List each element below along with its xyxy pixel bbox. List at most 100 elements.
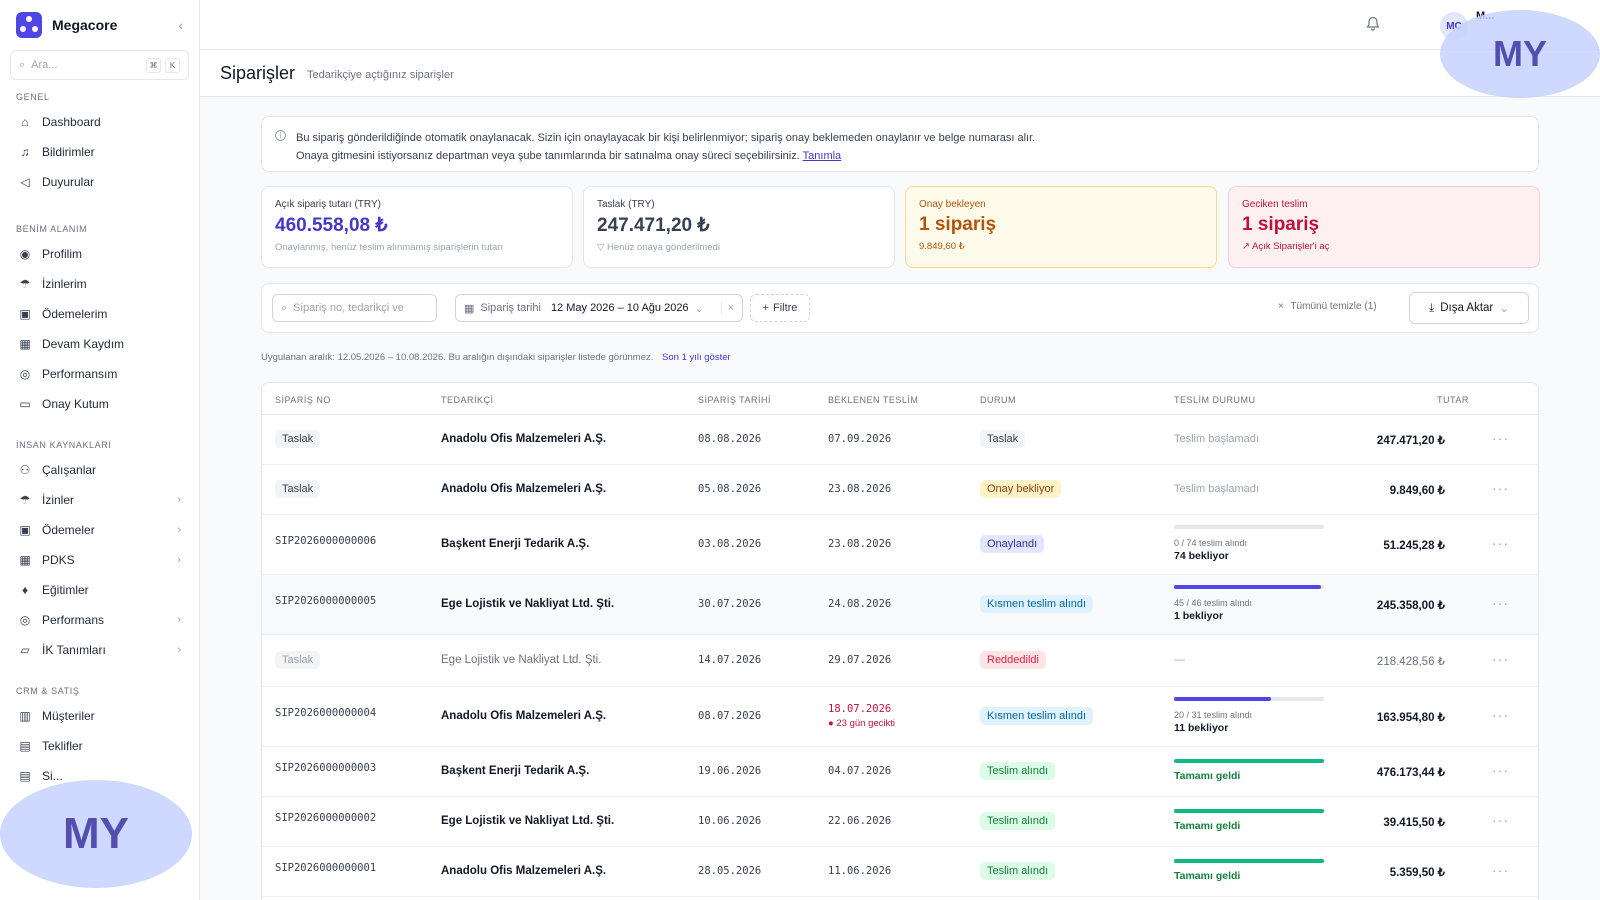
progress-bar: [1174, 697, 1324, 701]
sidebar-search-input[interactable]: ⌕ Ara... ⌘ K: [10, 50, 189, 80]
summary-card: Taslak (TRY) 247.471,20 ₺ ▽ Henüz onaya …: [583, 186, 895, 268]
order-number[interactable]: SIP2026000000002: [275, 812, 377, 824]
header-order-date[interactable]: SİPARİŞ TARİHİ: [698, 395, 772, 405]
table-row[interactable]: Taslak Ege Lojistik ve Nakliyat Ltd. Şti…: [262, 635, 1538, 687]
supplier-name: Anadolu Ofis Malzemeleri A.Ş.: [441, 865, 607, 877]
draft-badge: Taslak: [275, 480, 321, 498]
card-value: 460.558,08 ₺: [275, 215, 388, 236]
sidebar-item[interactable]: ▱ İK Tanımları ›: [8, 636, 191, 664]
clear-date-icon[interactable]: ×: [720, 302, 734, 314]
sidebar: Megacore ‹ ⌕ Ara... ⌘ K GENEL ⌂ Dashboard…: [0, 0, 200, 900]
status-badge: Reddedildi: [980, 651, 1046, 669]
row-actions-icon[interactable]: ···: [1492, 480, 1509, 496]
progress-fill: [1174, 585, 1321, 589]
header-amount[interactable]: TUTAR: [1437, 395, 1469, 405]
progress-fill: [1174, 697, 1271, 701]
sidebar-item[interactable]: ▤ Si...: [8, 762, 191, 790]
sidebar-item[interactable]: ▤ Teklifler: [8, 732, 191, 760]
order-search-input[interactable]: ⌕ Sipariş no, tedarikçi ve: [272, 294, 437, 322]
sidebar-item[interactable]: ♦ Eğitimler: [8, 576, 191, 604]
table-row[interactable]: SIP2026000000002 Ege Lojistik ve Nakliya…: [262, 797, 1538, 847]
table-row[interactable]: SIP2026000000001 Anadolu Ofis Malzemeler…: [262, 847, 1538, 897]
sidebar-item-label: Eğitimler: [42, 583, 89, 597]
sidebar-item[interactable]: ♫ Bildirimler: [8, 138, 191, 166]
summary-card[interactable]: Onay bekleyen 1 sipariş 9.849,60 ₺: [905, 186, 1217, 268]
shortcut-hint: ⌘ K: [146, 57, 180, 73]
header-status[interactable]: DURUM: [980, 395, 1016, 405]
card-label: Geciken teslim: [1242, 199, 1308, 210]
delivery-pending: 1 bekliyor: [1174, 610, 1224, 622]
sidebar-item[interactable]: ▣ Ödemelerim: [8, 300, 191, 328]
sidebar-item[interactable]: ▥ Müşteriler: [8, 702, 191, 730]
row-actions-icon[interactable]: ···: [1492, 535, 1509, 551]
row-actions-icon[interactable]: ···: [1492, 595, 1509, 611]
wallet-icon: ▣: [19, 523, 31, 537]
define-link[interactable]: Tanımla: [802, 150, 842, 162]
delivery-progress: Tamamı geldi: [1174, 859, 1324, 882]
card-label: Onay bekleyen: [919, 199, 986, 210]
sidebar-item[interactable]: ▦ Devam Kaydım: [8, 330, 191, 358]
order-date-filter[interactable]: ▦ Sipariş tarihi 12 May 2026 – 10 Ağu 20…: [455, 294, 743, 322]
header-order-no[interactable]: SİPARİŞ NO: [275, 395, 331, 405]
header-supplier[interactable]: TEDARİKÇİ: [441, 395, 494, 405]
row-actions-icon[interactable]: ···: [1492, 812, 1509, 828]
summary-card[interactable]: Geciken teslim 1 sipariş ↗ Açık Siparişl…: [1228, 186, 1540, 268]
row-actions-icon[interactable]: ···: [1492, 862, 1509, 878]
order-number[interactable]: SIP2026000000005: [275, 595, 377, 607]
page-header: Siparişler Tedarikçiye açtığınız sipariş…: [200, 50, 1600, 97]
sidebar-item[interactable]: ▭ Onay Kutum: [8, 390, 191, 418]
supplier-name: Ege Lojistik ve Nakliyat Ltd. Şti.: [441, 598, 615, 610]
order-number[interactable]: SIP2026000000004: [275, 707, 377, 719]
delivery-pending: 11 bekliyor: [1174, 722, 1229, 734]
progress-bar: [1174, 859, 1324, 863]
row-actions-icon[interactable]: ···: [1492, 430, 1509, 446]
card-value: 1 sipariş: [919, 214, 997, 235]
table-row[interactable]: SIP2026000000006 Başkent Enerji Tedarik …: [262, 515, 1538, 575]
table-row[interactable]: SIP2026000000004 Anadolu Ofis Malzemeler…: [262, 687, 1538, 747]
sidebar-item[interactable]: ◉ Profilim: [8, 240, 191, 268]
row-actions-icon[interactable]: ···: [1492, 707, 1509, 723]
clear-all-filters-button[interactable]: × Tümünü temizle (1): [1278, 301, 1377, 312]
info-line-1: Bu sipariş gönderildiğinde otomatik onay…: [296, 132, 1036, 144]
sidebar-section-title: BENİM ALANIM: [16, 224, 88, 234]
export-button[interactable]: ⤓ Dışa Aktar ⌄: [1409, 292, 1529, 324]
header-expected-delivery[interactable]: BEKLENEN TESLİM: [828, 395, 919, 405]
supplier-name: Anadolu Ofis Malzemeleri A.Ş.: [441, 710, 607, 722]
sidebar-item-label: Duyurular: [42, 175, 95, 189]
progress-fill: [1174, 859, 1324, 863]
table-row[interactable]: SIP2026000000005 Ege Lojistik ve Nakliya…: [262, 575, 1538, 635]
sidebar-item[interactable]: ◎ Performans ›: [8, 606, 191, 634]
table-row[interactable]: Taslak Anadolu Ofis Malzemeleri A.Ş. 08.…: [262, 415, 1538, 465]
sidebar-item[interactable]: ▦ PDKS ›: [8, 546, 191, 574]
sidebar-item[interactable]: ▣ Ödemeler ›: [8, 516, 191, 544]
sidebar-item[interactable]: ☂ İzinler ›: [8, 486, 191, 514]
sidebar-section-title: CRM & SATIŞ: [16, 686, 80, 696]
clear-all-label: Tümünü temizle (1): [1290, 301, 1377, 312]
sidebar-item[interactable]: ◁ Duyurular: [8, 168, 191, 196]
megacore-logo-icon: [16, 12, 42, 38]
sidebar-item[interactable]: ⌂ Dashboard: [8, 108, 191, 136]
expected-date: 04.07.2026: [828, 765, 892, 777]
expected-date: 29.07.2026: [828, 654, 892, 666]
table-row[interactable]: SIP2026000000003 Başkent Enerji Tedarik …: [262, 747, 1538, 797]
status-badge: Kısmen teslim alındı: [980, 595, 1094, 613]
row-actions-icon[interactable]: ···: [1492, 762, 1509, 778]
order-number[interactable]: SIP2026000000001: [275, 862, 377, 874]
order-number[interactable]: SIP2026000000006: [275, 535, 377, 547]
notifications-bell-icon[interactable]: [1366, 16, 1380, 34]
table-row[interactable]: Taslak Anadolu Ofis Malzemeleri A.Ş. 05.…: [262, 465, 1538, 515]
collapse-sidebar-icon[interactable]: ‹: [178, 17, 183, 33]
sidebar-item[interactable]: ⚇ Çalışanlar: [8, 456, 191, 484]
show-last-year-link[interactable]: Son 1 yılı göster: [662, 352, 731, 363]
sidebar-item[interactable]: ☂ İzinlerim: [8, 270, 191, 298]
header-delivery-status[interactable]: TESLİM DURUMU: [1174, 395, 1256, 405]
order-number[interactable]: SIP2026000000003: [275, 762, 377, 774]
card-note-text: Açık Siparişler'i aç: [1252, 241, 1330, 252]
order-amount: 39.415,50 ₺: [1383, 817, 1445, 829]
sidebar-item[interactable]: ◎ Performansım: [8, 360, 191, 388]
brand[interactable]: Megacore ‹: [0, 0, 199, 50]
order-date: 14.07.2026: [698, 654, 762, 666]
sidebar-section-title: GENEL: [16, 92, 50, 102]
add-filter-button[interactable]: + Filtre: [750, 294, 810, 322]
row-actions-icon[interactable]: ···: [1492, 651, 1509, 667]
